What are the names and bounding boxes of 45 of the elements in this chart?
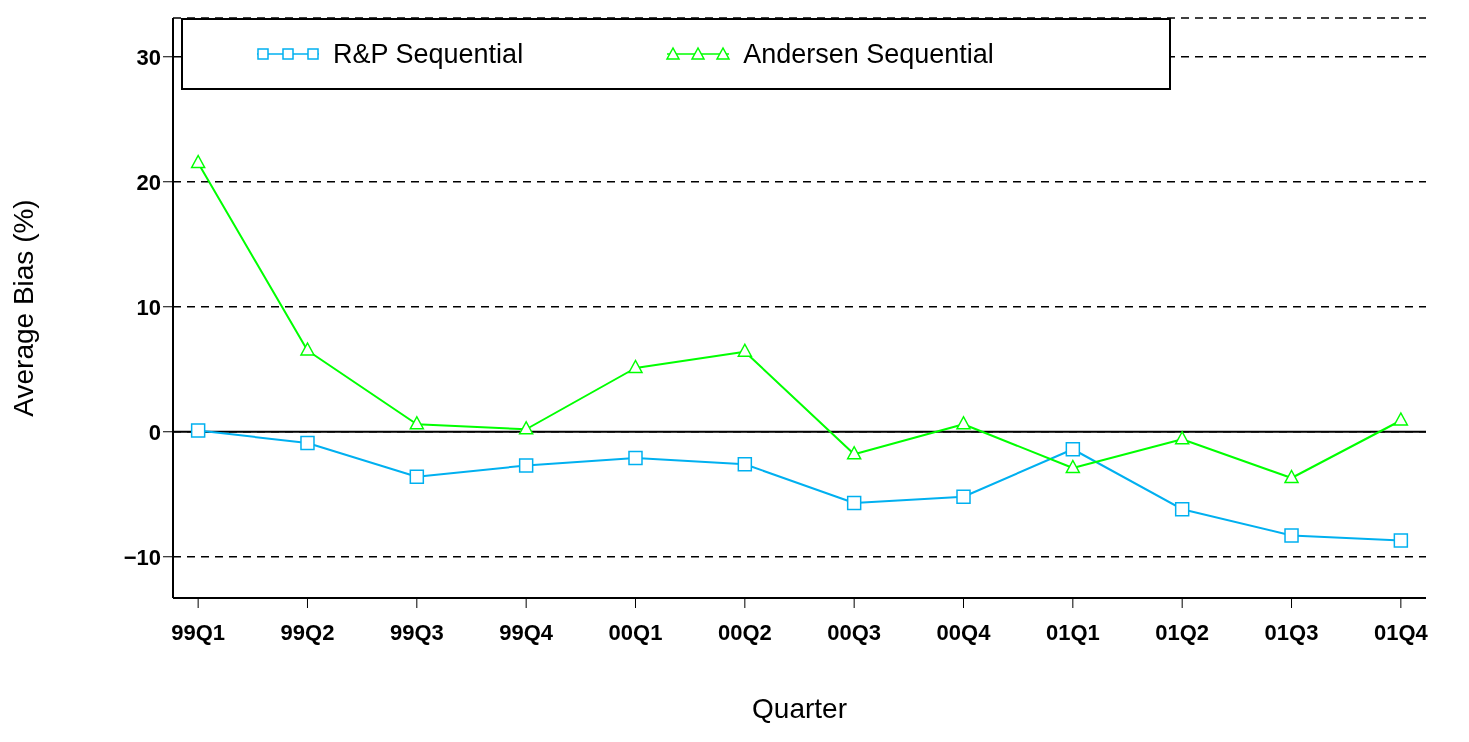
point [409, 416, 425, 430]
y-tick-label: 10 [136, 294, 161, 320]
legend-label: Andersen Sequential [743, 38, 994, 70]
point [518, 458, 534, 473]
y-tick-label: 20 [136, 169, 161, 195]
point [956, 489, 971, 504]
point [1393, 533, 1409, 548]
x-tick-label: 99Q2 [280, 619, 335, 645]
point [737, 343, 753, 357]
point [846, 495, 862, 511]
x-tick-label: 01Q2 [1155, 619, 1210, 645]
point [1174, 502, 1190, 517]
point [628, 450, 643, 466]
point [737, 457, 753, 472]
legend-label: R&P Sequential [333, 38, 524, 70]
point [628, 359, 643, 374]
x-tick-label: 99Q4 [499, 619, 554, 645]
x-tick-label: 01Q4 [1373, 619, 1429, 645]
point [300, 435, 315, 451]
point [190, 423, 206, 438]
x-tick-label: 00Q2 [717, 619, 772, 645]
y-axis-title: Average Bias (%) [7, 199, 39, 417]
point [1174, 431, 1190, 445]
point [1065, 459, 1081, 474]
y-tick-label: 0 [148, 419, 161, 445]
point [1393, 412, 1409, 426]
x-tick-label: 01Q3 [1264, 619, 1319, 645]
point [300, 342, 315, 356]
x-tick-label: 99Q3 [389, 619, 444, 645]
point [956, 416, 971, 430]
point [1284, 528, 1299, 543]
point [846, 446, 862, 460]
x-tick-label: 00Q4 [936, 619, 992, 645]
x-axis-title: Quarter [752, 693, 847, 724]
x-tick-label: 00Q1 [608, 619, 663, 645]
point [1065, 442, 1081, 457]
point [190, 154, 206, 169]
y-tick-label: −10 [123, 544, 161, 570]
point [409, 469, 425, 484]
point [518, 421, 534, 435]
y-tick-label: 30 [136, 44, 161, 70]
x-tick-label: 01Q1 [1045, 619, 1100, 645]
x-tick-label: 00Q3 [827, 619, 882, 645]
point [1284, 469, 1299, 484]
x-tick-label: 99Q1 [171, 619, 226, 645]
